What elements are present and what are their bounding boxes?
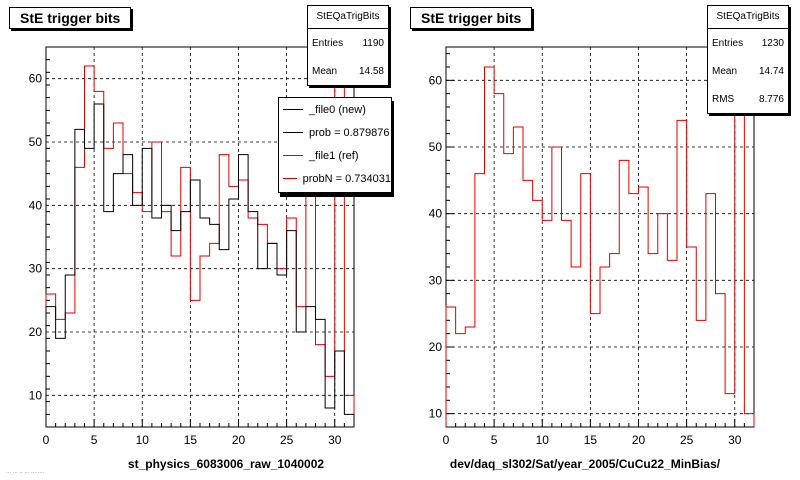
left-title-box: StE trigger bits <box>9 7 132 29</box>
left-xtick-label-0: 0 <box>43 433 50 447</box>
left-stats-name: StEQaTrigBits <box>308 6 388 29</box>
left-xtick-label-25: 25 <box>280 433 294 447</box>
left-stats-entries: Entries 1190 <box>312 37 384 49</box>
right-xtick-label-30: 30 <box>728 433 742 447</box>
left-xtick-label-15: 15 <box>184 433 198 447</box>
left-stats-box: StEQaTrigBits Entries 1190 Mean 14.58 <box>307 5 389 86</box>
left-ytick-label-50: 50 <box>29 135 43 149</box>
left-ytick-label-40: 40 <box>29 198 43 212</box>
legend-swatch-red <box>283 155 303 156</box>
left-xtick-label-20: 20 <box>232 433 246 447</box>
right-xtick-label-15: 15 <box>584 433 598 447</box>
right-ytick-label-50: 50 <box>429 140 443 154</box>
right-ytick-label-40: 40 <box>429 207 443 221</box>
left-ytick-label-60: 60 <box>29 72 43 86</box>
right-xtick-label-5: 5 <box>491 433 498 447</box>
legend-entry-file0: _file0 (new) <box>279 98 391 121</box>
legend-swatch-red <box>283 178 297 179</box>
left-stats-mean: Mean 14.58 <box>312 65 384 77</box>
footer-text: ... ... .. ... ... .... <box>6 469 45 475</box>
right-stats-name: StEQaTrigBits <box>708 6 788 29</box>
right-x-axis-title: dev/daq_sl302/Sat/year_2005/CuCu22_MinBi… <box>449 457 721 471</box>
right-title-box: StE trigger bits <box>410 7 533 29</box>
right-xtick-label-20: 20 <box>632 433 646 447</box>
right-xtick-label-25: 25 <box>680 433 694 447</box>
right-stats-box: StEQaTrigBits Entries 1230 Mean 14.74 RM… <box>707 5 789 114</box>
left-ytick-label-10: 10 <box>29 388 43 402</box>
left-ytick-label-30: 30 <box>29 262 43 276</box>
right-ytick-label-20: 20 <box>429 340 443 354</box>
left-xtick-label-30: 30 <box>328 433 342 447</box>
right-stats-rms: RMS 8.776 <box>712 93 784 105</box>
right-stats-mean: Mean 14.74 <box>712 65 784 77</box>
left-series--file1-ref- <box>45 65 355 427</box>
left-legend: _file0 (new) prob = 0.879876 _file1 (ref… <box>278 97 392 193</box>
legend-entry-probn: probN = 0.734031 <box>279 167 391 190</box>
left-xtick-label-5: 5 <box>91 433 98 447</box>
right-stats-entries: Entries 1230 <box>712 37 784 49</box>
right-ytick-label-30: 30 <box>429 273 443 287</box>
left-xtick-label-10: 10 <box>136 433 150 447</box>
right-xtick-label-10: 10 <box>536 433 550 447</box>
legend-swatch-black <box>283 132 303 133</box>
right-ytick-label-60: 60 <box>429 73 443 87</box>
legend-entry-file1: _file1 (ref) <box>279 144 391 167</box>
right-series-hist <box>445 66 755 427</box>
left-ytick-label-20: 20 <box>29 325 43 339</box>
right-title: StE trigger bits <box>421 10 522 26</box>
left-title: StE trigger bits <box>20 10 121 26</box>
left-x-axis-title: st_physics_6083006_raw_1040002 <box>127 457 325 471</box>
left-series--file0-new- <box>45 103 355 427</box>
legend-entry-prob: prob = 0.879876 <box>279 121 391 144</box>
right-ytick-label-10: 10 <box>429 407 443 421</box>
legend-swatch-black <box>283 109 303 110</box>
right-xtick-label-0: 0 <box>443 433 450 447</box>
